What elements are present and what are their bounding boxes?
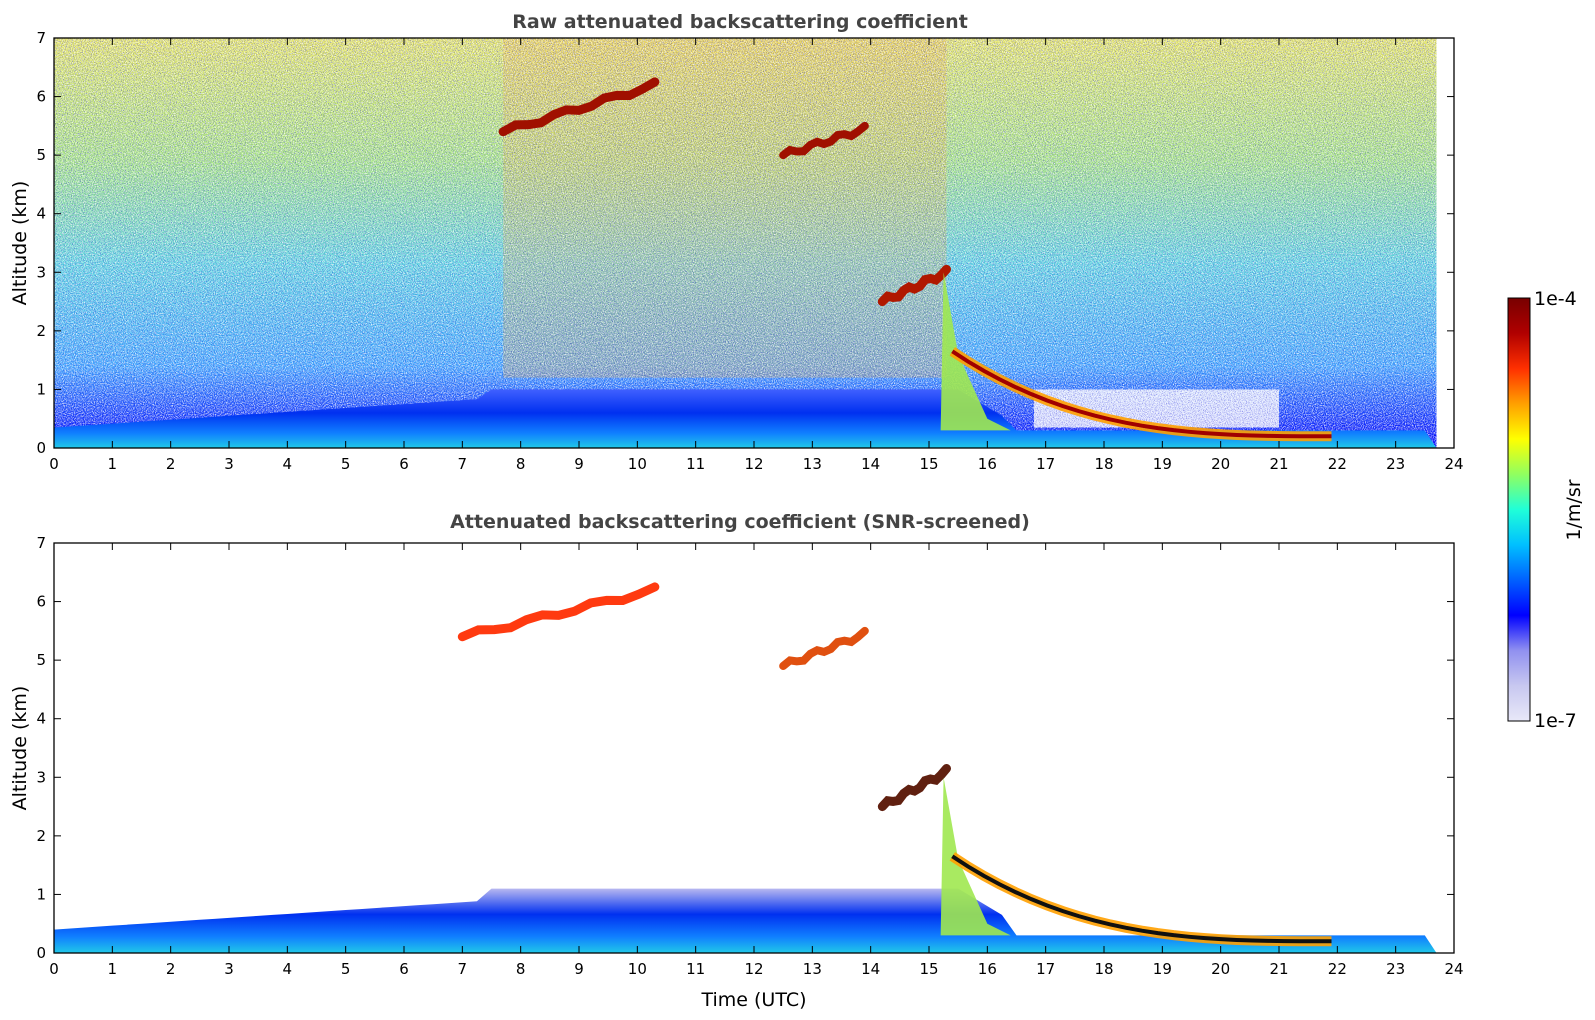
- panel-raw-x-axis: 0 1 2 3 4 5 6 7 8 9 10 11 12 13 14 15 16 17 18 19 20 21 22 23 24: [49, 38, 1464, 473]
- y-tick-label: 7: [36, 29, 46, 47]
- mid-level-cloud: [877, 264, 951, 307]
- falling-streak: [940, 272, 1011, 431]
- x-tick-label: 9: [574, 960, 584, 978]
- x-tick-label: 20: [1211, 455, 1230, 473]
- x-tick-label: 0: [49, 455, 59, 473]
- colorbar-min-label: 1e-7: [1534, 710, 1577, 732]
- colorbar: 1e-4 1e-7 1/m/sr: [1507, 288, 1585, 732]
- x-tick-label: 7: [458, 960, 468, 978]
- boundary-layer-aerosol: [54, 888, 1437, 953]
- y-tick-label: 7: [36, 534, 46, 552]
- x-tick-label: 1: [108, 455, 118, 473]
- x-tick-label: 19: [1153, 960, 1172, 978]
- x-tick-label: 2: [166, 455, 176, 473]
- panel-screened-ylabel: Altitude (km): [9, 686, 31, 811]
- y-tick-label: 3: [36, 263, 46, 281]
- x-tick-label: 15: [919, 455, 938, 473]
- panel-screened-heatmap: [54, 582, 1437, 953]
- panel-raw: Raw attenuated backscattering coefficien…: [9, 11, 1464, 473]
- x-tick-label: 0: [49, 960, 59, 978]
- descending-cloud-base: [951, 854, 1332, 944]
- x-tick-label: 21: [1269, 455, 1288, 473]
- cloud-layer-2: [779, 626, 869, 670]
- x-tick-label: 8: [516, 960, 526, 978]
- x-tick-label: 22: [1328, 960, 1347, 978]
- x-tick-label: 3: [224, 455, 234, 473]
- x-tick-label: 16: [978, 960, 997, 978]
- x-tick-label: 12: [744, 960, 763, 978]
- x-tick-label: 2: [166, 960, 176, 978]
- x-tick-label: 18: [1094, 455, 1113, 473]
- panel-raw-y-axis: 0 1 2 3 4 5 6 7: [36, 29, 1454, 457]
- x-tick-label: 14: [861, 455, 880, 473]
- y-tick-label: 6: [36, 88, 46, 106]
- x-tick-label: 8: [516, 455, 526, 473]
- x-tick-label: 18: [1094, 960, 1113, 978]
- y-tick-label: 5: [36, 146, 46, 164]
- y-tick-label: 1: [36, 885, 46, 903]
- cloud-layer-1: [498, 77, 660, 137]
- x-tick-label: 6: [399, 455, 409, 473]
- x-tick-label: 10: [628, 455, 647, 473]
- x-tick-label: 3: [224, 960, 234, 978]
- x-tick-label: 22: [1328, 455, 1347, 473]
- x-tick-label: 24: [1444, 455, 1463, 473]
- x-tick-label: 4: [283, 455, 293, 473]
- x-tick-label: 15: [919, 960, 938, 978]
- x-tick-label: 11: [686, 455, 705, 473]
- y-tick-label: 2: [36, 322, 46, 340]
- y-tick-label: 5: [36, 651, 46, 669]
- x-tick-label: 13: [803, 960, 822, 978]
- panel-raw-heatmap: [54, 38, 1437, 448]
- x-tick-label: 12: [744, 455, 763, 473]
- x-tick-label: 9: [574, 455, 584, 473]
- x-tick-label: 17: [1036, 960, 1055, 978]
- panel-screened-x-axis: 0 1 2 3 4 5 6 7 8 9 10 11 12 13 14 15 16 17 18 19 20 21 22 23 24: [49, 543, 1464, 978]
- x-tick-label: 16: [978, 455, 997, 473]
- x-tick-label: 6: [399, 960, 409, 978]
- x-tick-label: 14: [861, 960, 880, 978]
- x-tick-label: 17: [1036, 455, 1055, 473]
- falling-streak: [940, 777, 1011, 936]
- panel-screened-xlabel: Time (UTC): [700, 989, 806, 1011]
- x-tick-label: 4: [283, 960, 293, 978]
- y-tick-label: 6: [36, 593, 46, 611]
- x-tick-label: 19: [1153, 455, 1172, 473]
- panel-raw-ylabel: Altitude (km): [9, 181, 31, 306]
- x-tick-label: 5: [341, 960, 351, 978]
- x-tick-label: 1: [108, 960, 118, 978]
- panel-screened-y-axis: 0 1 2 3 4 5 6 7: [36, 534, 1454, 962]
- y-tick-label: 4: [36, 205, 46, 223]
- x-tick-label: 5: [341, 455, 351, 473]
- y-tick-label: 1: [36, 380, 46, 398]
- boundary-layer-aerosol: [54, 389, 1437, 448]
- colorbar-unit-label: 1/m/sr: [1563, 479, 1585, 540]
- y-tick-label: 3: [36, 768, 46, 786]
- colorbar-max-label: 1e-4: [1534, 288, 1577, 310]
- panel-screened: Attenuated backscattering coefficient (S…: [9, 511, 1464, 1011]
- panel-raw-title: Raw attenuated backscattering coefficien…: [512, 11, 968, 33]
- panel-screened-title: Attenuated backscattering coefficient (S…: [450, 511, 1030, 533]
- x-tick-label: 23: [1386, 960, 1405, 978]
- colorbar-gradient: [1507, 297, 1531, 722]
- x-tick-label: 20: [1211, 960, 1230, 978]
- cloud-layer-1: [457, 582, 660, 642]
- descending-cloud-base: [951, 349, 1332, 439]
- y-tick-label: 0: [36, 944, 46, 962]
- cloud-layer-2: [779, 121, 869, 160]
- y-tick-label: 4: [36, 710, 46, 728]
- x-tick-label: 21: [1269, 960, 1288, 978]
- x-tick-label: 11: [686, 960, 705, 978]
- raw-noise-blue: [54, 38, 1437, 448]
- x-tick-label: 10: [628, 960, 647, 978]
- y-tick-label: 2: [36, 827, 46, 845]
- x-tick-label: 23: [1386, 455, 1405, 473]
- x-tick-label: 24: [1444, 960, 1463, 978]
- mid-level-cloud: [877, 764, 951, 812]
- x-tick-label: 7: [458, 455, 468, 473]
- x-tick-label: 13: [803, 455, 822, 473]
- y-tick-label: 0: [36, 439, 46, 457]
